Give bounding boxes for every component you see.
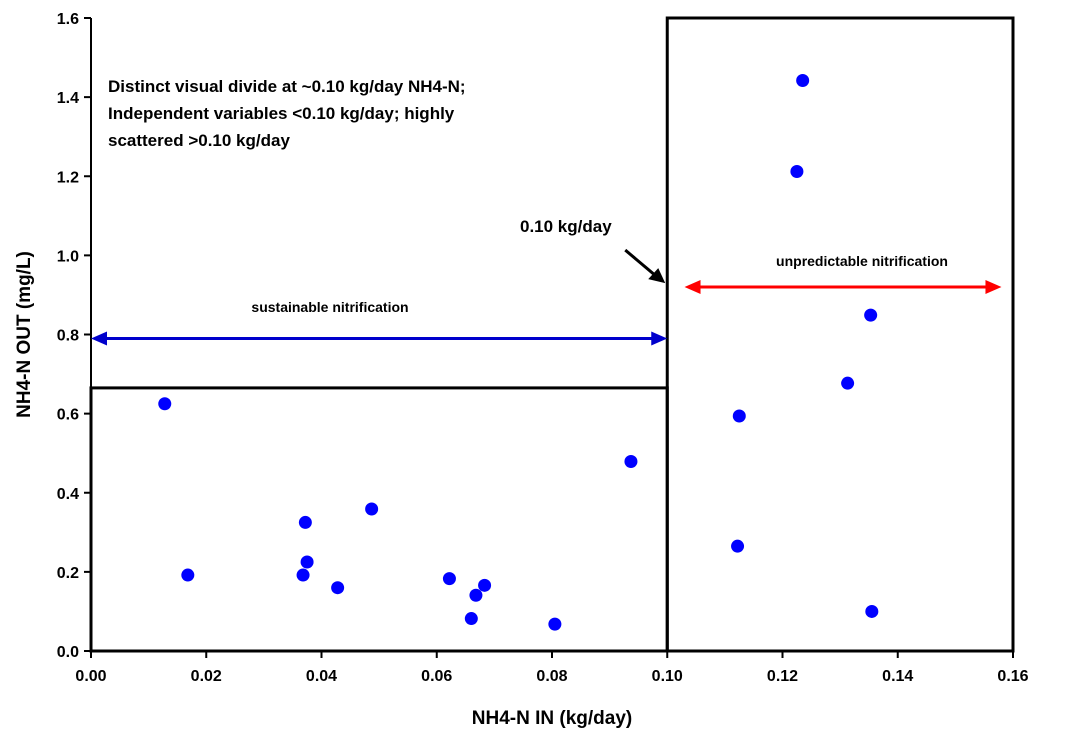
sustainable-arrow-head-right [651, 331, 668, 346]
note-line: scattered >0.10 kg/day [108, 131, 290, 150]
data-point [796, 74, 810, 88]
data-point [478, 578, 492, 592]
data-point [548, 617, 562, 631]
x-axis-ticks: 0.00 0.02 0.04 0.06 0.08 0.10 0.12 0.14 0.16 [75, 651, 1029, 685]
unpredictable-arrow-head-left [684, 280, 701, 295]
data-point [300, 555, 314, 569]
y-tick-label: 1.2 [57, 169, 79, 186]
x-tick-label: 0.00 [75, 668, 106, 685]
x-axis-title: NH4-N IN (kg/day) [472, 708, 632, 729]
sustainable-arrow-head-left [91, 331, 107, 346]
x-tick-label: 0.04 [306, 668, 337, 685]
data-points [158, 74, 879, 631]
x-tick-label: 0.10 [652, 668, 683, 685]
y-axis-ticks: 0.0 0.2 0.4 0.6 0.8 1.0 1.2 1.4 1.6 [57, 11, 91, 661]
y-tick-label: 0.8 [57, 328, 79, 345]
y-tick-label: 0.4 [57, 486, 79, 503]
divide-pointer-shaft [624, 248, 659, 279]
x-tick-label: 0.14 [882, 668, 913, 685]
unpredictable-label: unpredictable nitrification [776, 253, 948, 269]
data-point [298, 515, 312, 529]
y-tick-label: 0.2 [57, 565, 79, 582]
divide-pointer-head [648, 268, 666, 284]
sustainable-label: sustainable nitrification [251, 299, 408, 315]
data-point [790, 165, 804, 179]
y-tick-label: 1.4 [57, 90, 79, 107]
x-tick-label: 0.06 [421, 668, 452, 685]
y-tick-label: 0.6 [57, 407, 79, 424]
unpredictable-arrow-head-right [985, 280, 1002, 295]
data-point [731, 539, 745, 553]
x-tick-label: 0.12 [767, 668, 798, 685]
data-point [624, 454, 638, 468]
y-tick-label: 0.0 [57, 644, 79, 661]
y-axis-title: NH4-N OUT (mg/L) [14, 251, 35, 418]
data-point [331, 581, 345, 595]
divide-label: 0.10 kg/day [520, 217, 612, 236]
axes [90, 18, 1013, 652]
x-tick-label: 0.16 [997, 668, 1028, 685]
data-point [296, 568, 310, 582]
note-line: Independent variables <0.10 kg/day; high… [108, 104, 455, 123]
y-tick-label: 1.0 [57, 248, 79, 265]
region-arrows [91, 248, 1002, 346]
note-line: Distinct visual divide at ~0.10 kg/day N… [108, 77, 466, 96]
data-point [181, 568, 195, 582]
x-tick-label: 0.08 [536, 668, 567, 685]
data-point [464, 612, 478, 626]
y-tick-label: 1.6 [57, 11, 79, 28]
data-point [158, 397, 172, 411]
data-point [442, 572, 456, 586]
unpredictable-region-box [665, 16, 1015, 653]
data-point [865, 604, 879, 618]
x-tick-label: 0.02 [191, 668, 222, 685]
data-point [365, 502, 379, 516]
data-point [732, 409, 746, 423]
data-point [469, 588, 483, 602]
data-point [841, 376, 855, 390]
sustainable-region-box [89, 386, 669, 653]
data-point [864, 308, 878, 322]
divide-note: Distinct visual divide at ~0.10 kg/day N… [108, 77, 470, 150]
